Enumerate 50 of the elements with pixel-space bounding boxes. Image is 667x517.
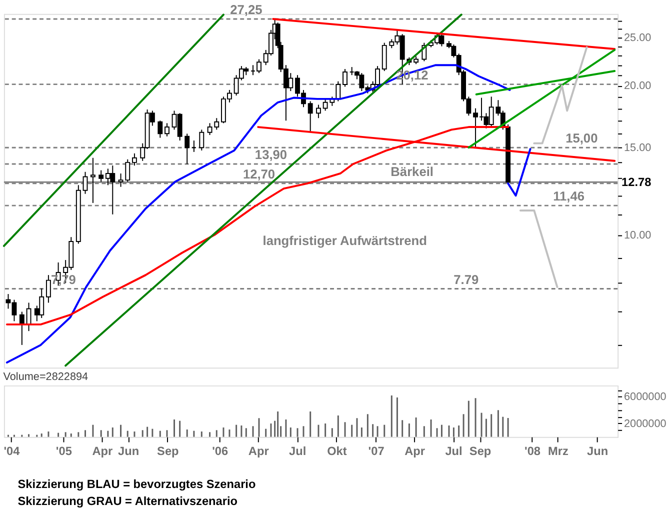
x-tick-label: '05 xyxy=(56,444,72,458)
x-tick-label: Apr xyxy=(248,444,270,458)
candlestick xyxy=(184,133,190,164)
annotation: 27,25 xyxy=(230,2,262,18)
x-tick-label: '08 xyxy=(524,444,541,458)
annotation: 13,90 xyxy=(254,147,288,162)
x-tick-label: Apr xyxy=(92,444,114,458)
x-tick-label: '04 xyxy=(4,444,20,458)
x-tick-label: Apr xyxy=(404,444,426,458)
candlestick xyxy=(90,157,96,204)
x-tick-label: Okt xyxy=(327,444,347,458)
candlestick xyxy=(98,170,104,182)
y-tick-label: 10.00 xyxy=(624,229,652,242)
candlestick xyxy=(125,158,130,182)
candlestick xyxy=(316,104,321,119)
candlestick xyxy=(308,100,313,133)
y-tick-label: 25.00 xyxy=(624,32,652,44)
y-tick-label: 15.00 xyxy=(624,142,652,154)
x-tick-label: '06 xyxy=(212,444,229,458)
y-tick-label: 2000000 xyxy=(624,418,666,430)
x-tick-label: Jul xyxy=(289,444,306,458)
candlestick xyxy=(132,152,137,166)
candlestick xyxy=(382,42,387,72)
ref-line-label: 12.78 xyxy=(622,175,652,190)
candlestick xyxy=(118,172,124,188)
annotation: Bärkeil xyxy=(390,164,434,179)
y-tick-label: 6000000 xyxy=(624,391,666,404)
x-tick-label: Jul xyxy=(445,444,462,458)
candlestick xyxy=(164,122,170,137)
annotation: 7.79 xyxy=(454,272,479,287)
annotation: 15,00 xyxy=(566,130,598,146)
candlestick xyxy=(336,80,341,102)
x-tick-label: Jun xyxy=(118,444,140,458)
candlestick xyxy=(46,274,51,304)
x-tick-label: Sep xyxy=(469,444,492,458)
chart-title: Volume=2822894 xyxy=(3,371,88,384)
annotation: langfristiger Aufwärtstrend xyxy=(262,233,427,248)
annotation: 11,46 xyxy=(553,188,585,204)
x-tick-label: Jun xyxy=(587,444,608,458)
text: Skizzierung GRAU = Alternativszenario xyxy=(18,494,238,508)
y-tick-label: 20.00 xyxy=(624,80,652,92)
candlestick xyxy=(82,171,88,194)
x-tick-label: '07 xyxy=(368,444,385,458)
text: Skizzierung BLAU = bevorzugtes Szenario xyxy=(18,477,256,492)
x-tick-label: Mrz xyxy=(548,444,568,458)
x-tick-label: Sep xyxy=(157,444,179,458)
annotation: 12,70 xyxy=(242,166,276,182)
candlestick xyxy=(342,68,348,88)
candlestick xyxy=(199,129,204,151)
candlestick xyxy=(158,120,163,138)
